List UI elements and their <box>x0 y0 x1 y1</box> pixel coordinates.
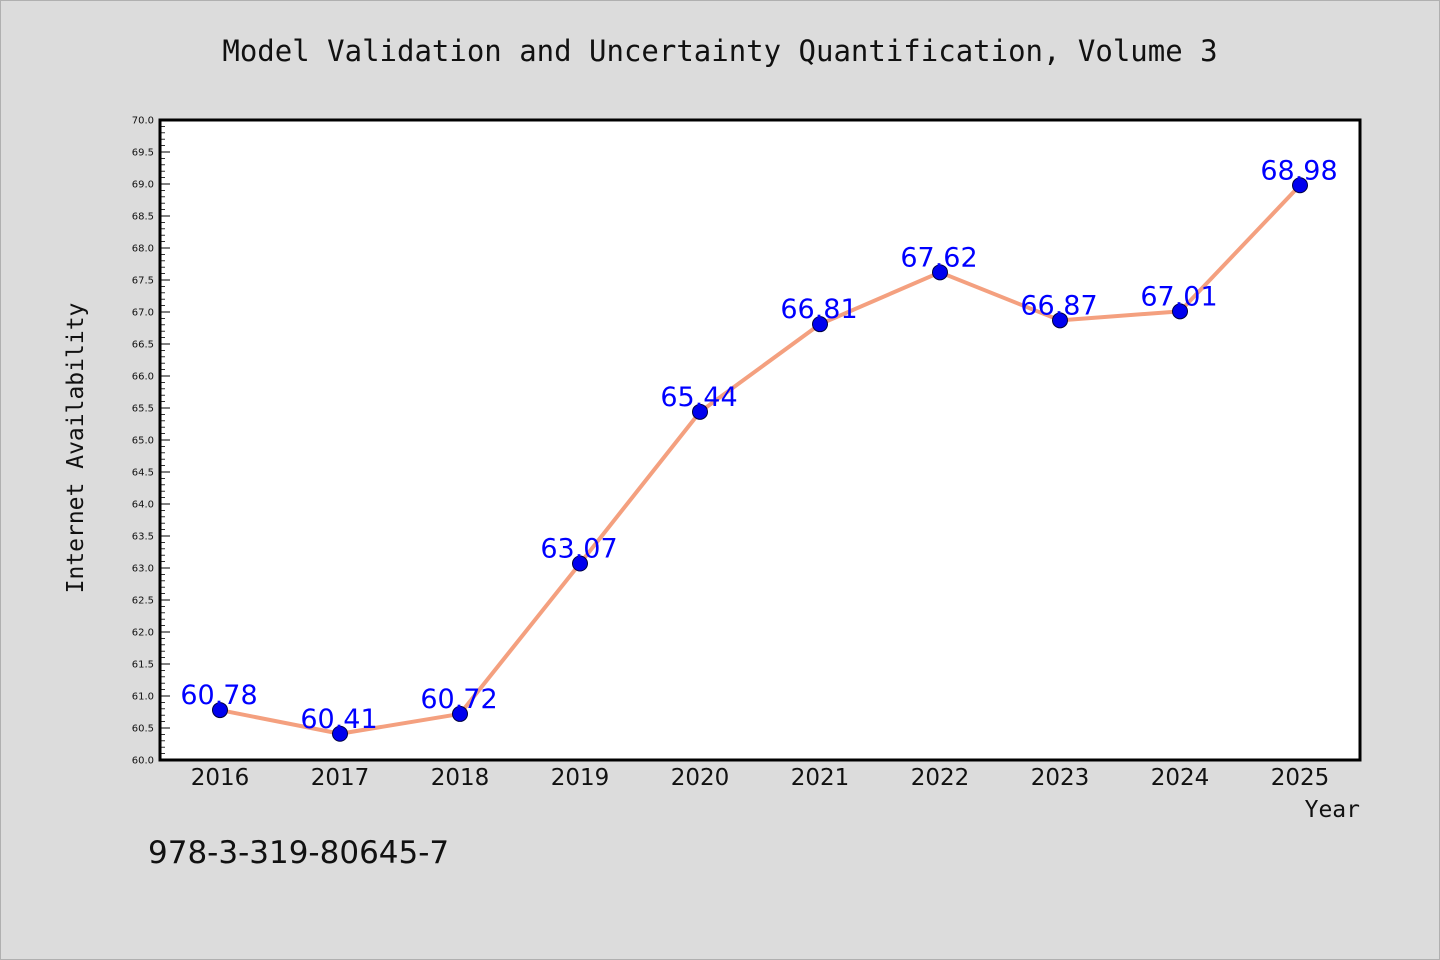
x-axis-label: Year <box>1304 797 1360 823</box>
data-point <box>812 316 828 333</box>
data-point <box>572 555 588 572</box>
y-tick-label: 65.5 <box>132 404 154 415</box>
y-tick-label: 60.0 <box>132 756 154 767</box>
data-label: 67.62 <box>900 242 977 273</box>
y-tick-label: 66.0 <box>132 372 154 383</box>
chart-title: Model Validation and Uncertainty Quantif… <box>222 34 1218 68</box>
data-point <box>692 403 708 420</box>
data-label: 66.87 <box>1020 290 1097 321</box>
y-tick-label: 67.5 <box>132 276 154 287</box>
y-tick-label: 69.5 <box>132 148 154 159</box>
data-label: 65.44 <box>660 382 737 413</box>
data-point <box>332 725 348 742</box>
data-point <box>1052 312 1068 329</box>
data-label: 67.01 <box>1140 281 1217 312</box>
x-tick-label: 2023 <box>1031 765 1090 791</box>
y-tick-label: 69.0 <box>132 180 154 191</box>
y-tick-label: 64.0 <box>132 500 154 511</box>
series-line <box>218 183 1302 736</box>
y-tick-label: 64.5 <box>132 468 154 479</box>
x-tick-label: 2024 <box>1151 765 1210 791</box>
data-label: 63.07 <box>540 534 617 565</box>
x-tick-label: 2022 <box>911 765 970 791</box>
data-point <box>1292 177 1308 194</box>
x-tick-label: 2020 <box>671 765 730 791</box>
data-point <box>932 264 948 281</box>
y-tick-label: 68.0 <box>132 244 154 255</box>
data-label: 68.98 <box>1260 155 1337 186</box>
y-tick-label: 68.5 <box>132 212 154 223</box>
y-tick-label: 62.5 <box>132 596 154 607</box>
y-tick-label: 63.0 <box>132 564 154 575</box>
data-label: 66.81 <box>780 294 857 325</box>
data-label: 60.72 <box>420 684 497 715</box>
y-tick-label: 63.5 <box>132 532 154 543</box>
y-tick-label: 65.0 <box>132 436 154 447</box>
y-tick-label: 67.0 <box>132 308 154 319</box>
x-tick-label: 2016 <box>191 765 250 791</box>
y-tick-label: 60.5 <box>132 724 154 735</box>
plot-border <box>158 118 1362 762</box>
data-label: 60.78 <box>180 680 257 711</box>
x-tick-label: 2017 <box>311 765 370 791</box>
data-label: 60.41 <box>300 704 377 735</box>
y-tick-label: 70.0 <box>132 116 154 127</box>
y-tick-label: 66.5 <box>132 340 154 351</box>
y-tick-label: 61.0 <box>132 692 154 703</box>
x-tick-label: 2019 <box>551 765 610 791</box>
isbn-text: 978-3-319-80645-7 <box>148 835 450 871</box>
y-tick-label: 62.0 <box>132 628 154 639</box>
data-point <box>212 702 228 719</box>
x-tick-label: 2025 <box>1271 765 1330 791</box>
data-point <box>452 705 468 722</box>
x-tick-label: 2021 <box>791 765 850 791</box>
x-tick-label: 2018 <box>431 765 490 791</box>
data-point <box>1172 303 1188 320</box>
plot-area <box>160 120 1360 760</box>
y-tick-label: 61.5 <box>132 660 154 671</box>
